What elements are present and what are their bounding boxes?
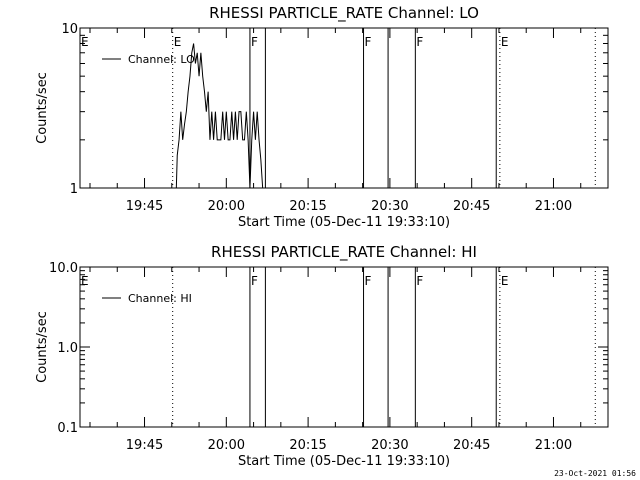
x-tick-label: 20:00 <box>208 438 245 453</box>
x-axis-label: Start Time (05-Dec-11 19:33:10) <box>238 215 450 230</box>
flag-label: E <box>501 35 509 49</box>
x-tick-label: 19:45 <box>126 199 163 214</box>
y-axis-label: Counts/sec <box>35 72 50 144</box>
legend-label: Channel: HI <box>128 292 192 305</box>
chart-title: RHESSI PARTICLE_RATE Channel: HI <box>211 243 477 262</box>
chart-title: RHESSI PARTICLE_RATE Channel: LO <box>209 4 479 23</box>
x-tick-label: 20:45 <box>453 199 490 214</box>
y-tick-label: 0.1 <box>57 421 78 436</box>
plot-frame <box>79 266 609 428</box>
x-tick-label: 20:45 <box>453 438 490 453</box>
flag-label: F <box>251 274 258 288</box>
y-tick-label: 1.0 <box>57 341 78 356</box>
flag-label: E <box>501 274 509 288</box>
x-tick-label: 21:00 <box>535 199 572 214</box>
chart-panel-1: RHESSI PARTICLE_RATE Channel: LO 1 10 19:45… <box>35 4 609 230</box>
flag-label: F <box>416 35 423 49</box>
x-tick-label: 20:30 <box>371 438 408 453</box>
flag-label: E <box>174 35 182 49</box>
x-tick-label: 20:15 <box>289 438 326 453</box>
x-tick-label: 19:45 <box>126 438 163 453</box>
edge-flag-label: E <box>81 35 89 49</box>
y-tick-label: 10 <box>61 22 78 37</box>
plot-frame <box>79 27 609 189</box>
flag-label: F <box>365 35 372 49</box>
x-tick-label: 21:00 <box>535 438 572 453</box>
chart-panel-2: RHESSI PARTICLE_RATE Channel: HI 0.1 1.0 10… <box>35 243 609 469</box>
x-tick-label: 20:00 <box>208 199 245 214</box>
x-tick-label: 20:30 <box>371 199 408 214</box>
data-series-line <box>175 43 264 189</box>
edge-flag-label: E <box>81 274 89 288</box>
flag-label: F <box>365 274 372 288</box>
legend-label: Channel: LO <box>128 53 195 66</box>
y-tick-label: 10.0 <box>49 261 78 276</box>
y-tick-label: 1 <box>70 182 78 197</box>
x-axis-label: Start Time (05-Dec-11 19:33:10) <box>238 454 450 469</box>
footer-timestamp: 23-Oct-2021 01:56 <box>554 469 636 478</box>
flag-label: F <box>416 274 423 288</box>
y-axis-label: Counts/sec <box>35 311 50 383</box>
flag-label: F <box>251 35 258 49</box>
x-tick-label: 20:15 <box>289 199 326 214</box>
